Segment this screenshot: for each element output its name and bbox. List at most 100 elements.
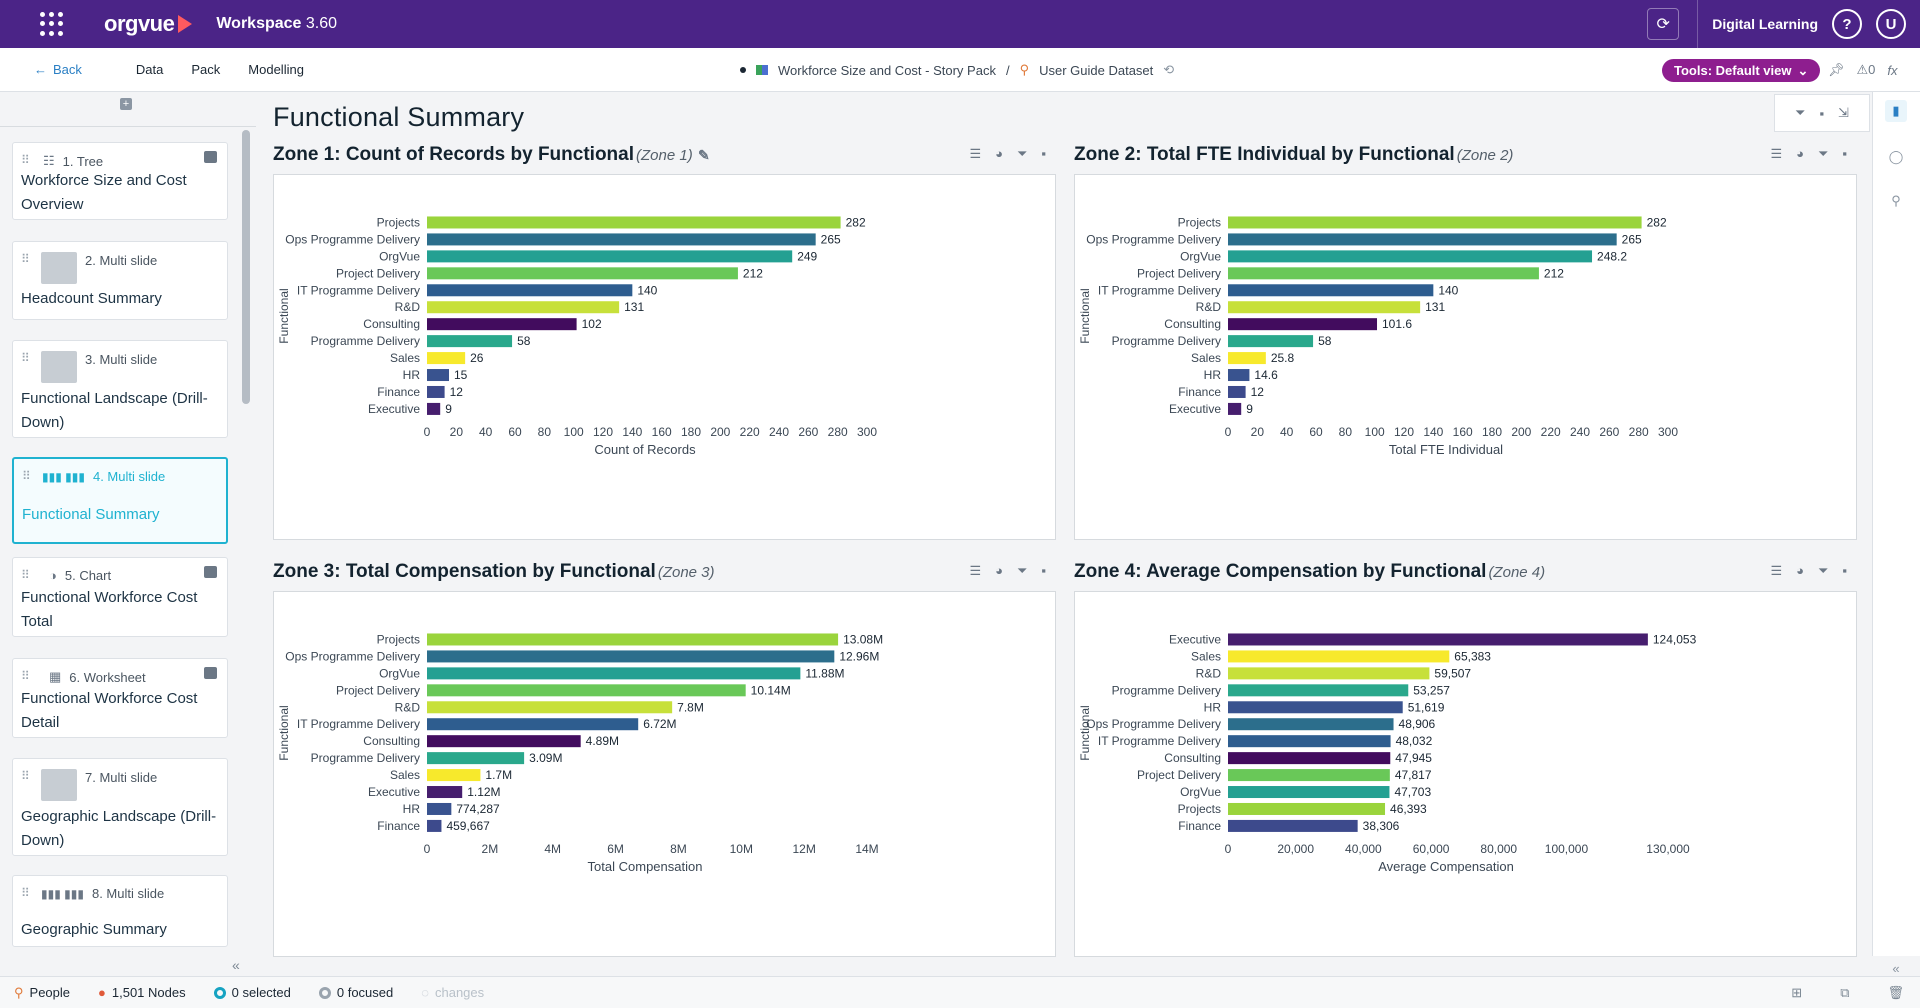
chart-panel-icon[interactable]: ▮ [1885,100,1907,122]
list-icon[interactable]: ☰ [1770,563,1783,578]
add-slide-button[interactable]: + [120,98,132,110]
bar[interactable] [427,267,738,280]
breadcrumb-pack[interactable]: Workforce Size and Cost - Story Pack [778,62,996,78]
bar[interactable] [427,752,525,765]
alerts-count[interactable]: ⚠︎0 [1856,62,1876,77]
nav-pack[interactable]: Pack [191,62,221,77]
comment-icon[interactable]: ▪ [1819,105,1825,121]
filter-icon[interactable]: ⏷ [1016,146,1028,161]
bar[interactable] [1228,216,1642,229]
bar[interactable] [1228,267,1539,280]
people-dataset[interactable]: ⚲ People [14,984,71,1001]
sync-icon[interactable]: ⟲ [1163,62,1175,77]
bar[interactable] [1228,335,1314,348]
changes-indicator[interactable]: ◌ changes [421,985,485,1000]
bar[interactable] [1228,735,1391,748]
app-grid-icon[interactable] [40,12,64,36]
drag-handle-icon[interactable]: ⠿ [21,351,30,365]
focused-count[interactable]: 0 focused [318,985,393,1000]
bar[interactable] [1228,819,1358,832]
bar[interactable] [427,385,445,398]
trash-icon[interactable]: 🗑︎ [1887,984,1904,1000]
slide-card-6[interactable]: ⠿ ▦ 6. Worksheet Functional Workforce Cos… [12,658,228,738]
slide-card-2[interactable]: ⠿ 2. Multi slide Headcount Summary [12,241,228,320]
palette-icon[interactable]: ◕ [995,563,1003,578]
bar[interactable] [1228,369,1250,382]
bar[interactable] [1228,802,1386,815]
bar[interactable] [427,233,816,246]
breadcrumb-dataset[interactable]: User Guide Dataset [1039,62,1154,78]
selected-count[interactable]: 0 selected [213,985,291,1000]
nav-data[interactable]: Data [135,62,164,77]
back-button[interactable]: ← Back [34,62,82,77]
collapse-sidebar-icon[interactable]: « [232,957,240,973]
bar[interactable] [427,301,620,314]
bar[interactable] [1228,752,1391,765]
bar[interactable] [1228,402,1242,415]
bar[interactable] [427,352,466,365]
refresh-icon[interactable]: ⟳ [1647,8,1680,40]
orgvue-logo[interactable]: orgvue [104,11,193,37]
edit-pencil-icon[interactable]: ✎ [697,147,710,163]
bar[interactable] [427,735,581,748]
comment-icon[interactable]: ▪ [1041,563,1046,578]
filter-icon[interactable]: ⏷ [1795,105,1806,120]
bar[interactable] [1228,718,1394,731]
bar[interactable] [427,769,481,782]
filter-icon[interactable]: ⏷ [1817,146,1829,161]
nav-modelling[interactable]: Modelling [248,62,304,77]
bar[interactable] [1228,233,1617,246]
bar[interactable] [427,335,513,348]
comment-icon[interactable]: ▪ [1842,146,1847,161]
collapse-right-icon[interactable]: « [1892,961,1900,976]
slide-card-3[interactable]: ⠿ 3. Multi slide Functional Landscape (D… [12,340,228,438]
sidebar-scrollbar[interactable] [242,130,250,404]
bar[interactable] [427,684,746,697]
filter-icon[interactable]: ⏷ [1817,563,1829,578]
slide-card-4[interactable]: ⠿ ▮▮▮ ▮▮▮ 4. Multi slide Functional Summa… [12,457,228,544]
list-icon[interactable]: ☰ [969,563,982,578]
palette-icon[interactable]: ◕ [1796,563,1804,578]
bar[interactable] [427,318,577,331]
search-icon[interactable]: ⚲ [1891,193,1901,208]
digital-learning-link[interactable]: Digital Learning [1712,16,1818,32]
copy-icon[interactable]: ⧉ [1840,984,1850,1000]
bar[interactable] [427,250,793,263]
bar[interactable] [1228,352,1266,365]
bar[interactable] [1228,701,1403,714]
bar[interactable] [1228,633,1648,646]
drag-handle-icon[interactable]: ⠿ [21,252,30,266]
drag-handle-icon[interactable]: ⠿ [21,568,30,582]
bar[interactable] [427,701,673,714]
comment-icon[interactable] [204,667,217,679]
drag-handle-icon[interactable]: ⠿ [21,886,30,900]
slide-card-8[interactable]: ⠿ ▮▮▮ ▮▮▮ 8. Multi slide Geographic Summa… [12,875,228,947]
list-icon[interactable]: ☰ [1770,146,1783,161]
bar[interactable] [1228,318,1378,331]
bar[interactable] [1228,786,1390,799]
bar[interactable] [427,786,463,799]
bar[interactable] [1228,301,1421,314]
slide-card-7[interactable]: ⠿ 7. Multi slide Geographic Landscape (D… [12,758,228,856]
drag-handle-icon[interactable]: ⠿ [22,469,31,483]
bar[interactable] [427,284,633,297]
formula-icon[interactable]: fx [1887,62,1898,78]
bar[interactable] [427,633,839,646]
bar[interactable] [427,802,452,815]
comment-icon[interactable]: ▪ [1041,146,1046,161]
bar[interactable] [427,402,441,415]
bar[interactable] [1228,684,1409,697]
properties-icon[interactable]: ◯ [1888,149,1904,164]
bar[interactable] [1228,650,1450,663]
bar[interactable] [1228,385,1246,398]
user-avatar[interactable]: U [1876,9,1906,39]
drag-handle-icon[interactable]: ⠿ [21,669,30,683]
bar[interactable] [427,667,801,680]
slide-card-5[interactable]: ⠿ ◑ 5. Chart Functional Workforce Cost To… [12,557,228,637]
drag-handle-icon[interactable]: ⠿ [21,153,30,167]
node-count[interactable]: ● 1,501 Nodes [98,985,186,1000]
bar[interactable] [1228,667,1430,680]
drag-handle-icon[interactable]: ⠿ [21,769,30,783]
add-icon[interactable]: ⊞ [1791,984,1803,1000]
filter-icon[interactable]: ⏷ [1016,563,1028,578]
